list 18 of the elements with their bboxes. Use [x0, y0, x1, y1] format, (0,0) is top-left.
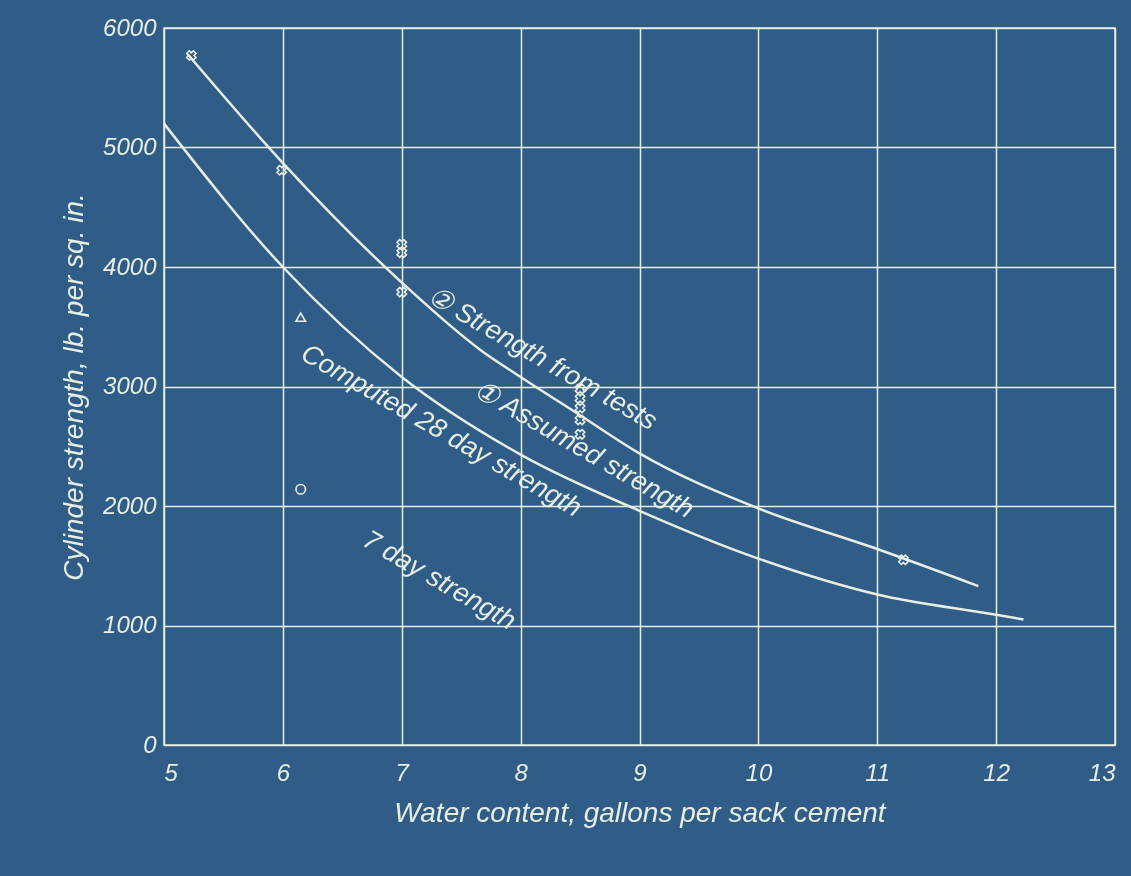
y-tick-label: 0: [143, 730, 158, 758]
x-tick-label: 6: [276, 758, 291, 786]
x-tick-label: 8: [514, 758, 529, 786]
x-tick-label: 13: [1088, 758, 1117, 786]
y-tick-label: 3000: [103, 372, 158, 399]
x-tick-label: 12: [983, 758, 1010, 786]
x-tick-label: 9: [633, 758, 647, 786]
x-axis-title: Water content, gallons per sack cement: [394, 796, 887, 828]
x-tick-label: 5: [164, 758, 179, 786]
y-tick-label: 2000: [102, 491, 158, 519]
y-tick-label: 5000: [103, 133, 158, 160]
y-tick-label: 4000: [103, 252, 158, 280]
y-tick-label: 1000: [103, 611, 158, 638]
x-tick-label: 11: [865, 758, 891, 786]
y-axis-title: Cylinder strength, lb. per sq. in.: [58, 193, 90, 581]
x-tick-label: 7: [395, 758, 411, 786]
x-tick-label: 10: [745, 758, 773, 786]
y-tick-label: 6000: [103, 13, 158, 41]
